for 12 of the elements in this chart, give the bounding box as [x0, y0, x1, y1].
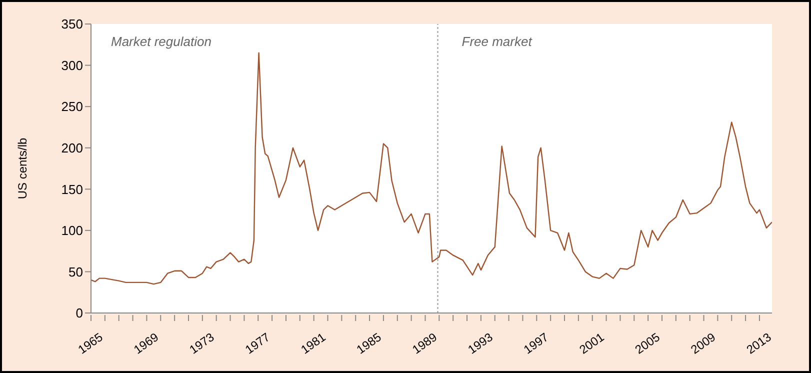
y-tick-label: 50: [68, 264, 83, 280]
y-tick-label: 150: [61, 182, 83, 197]
y-tick-label: 350: [61, 16, 83, 32]
y-tick-label: 250: [61, 99, 83, 114]
y-tick-label: 100: [61, 223, 83, 238]
y-axis-title: US cents/lb: [15, 137, 30, 200]
annotation: Market regulation: [111, 34, 212, 49]
line-series: [91, 52, 772, 285]
y-tick-label: 200: [61, 140, 83, 156]
annotation: Free market: [462, 34, 532, 49]
y-tick-label: 0: [76, 306, 83, 321]
y-tick-label: 300: [61, 58, 83, 73]
